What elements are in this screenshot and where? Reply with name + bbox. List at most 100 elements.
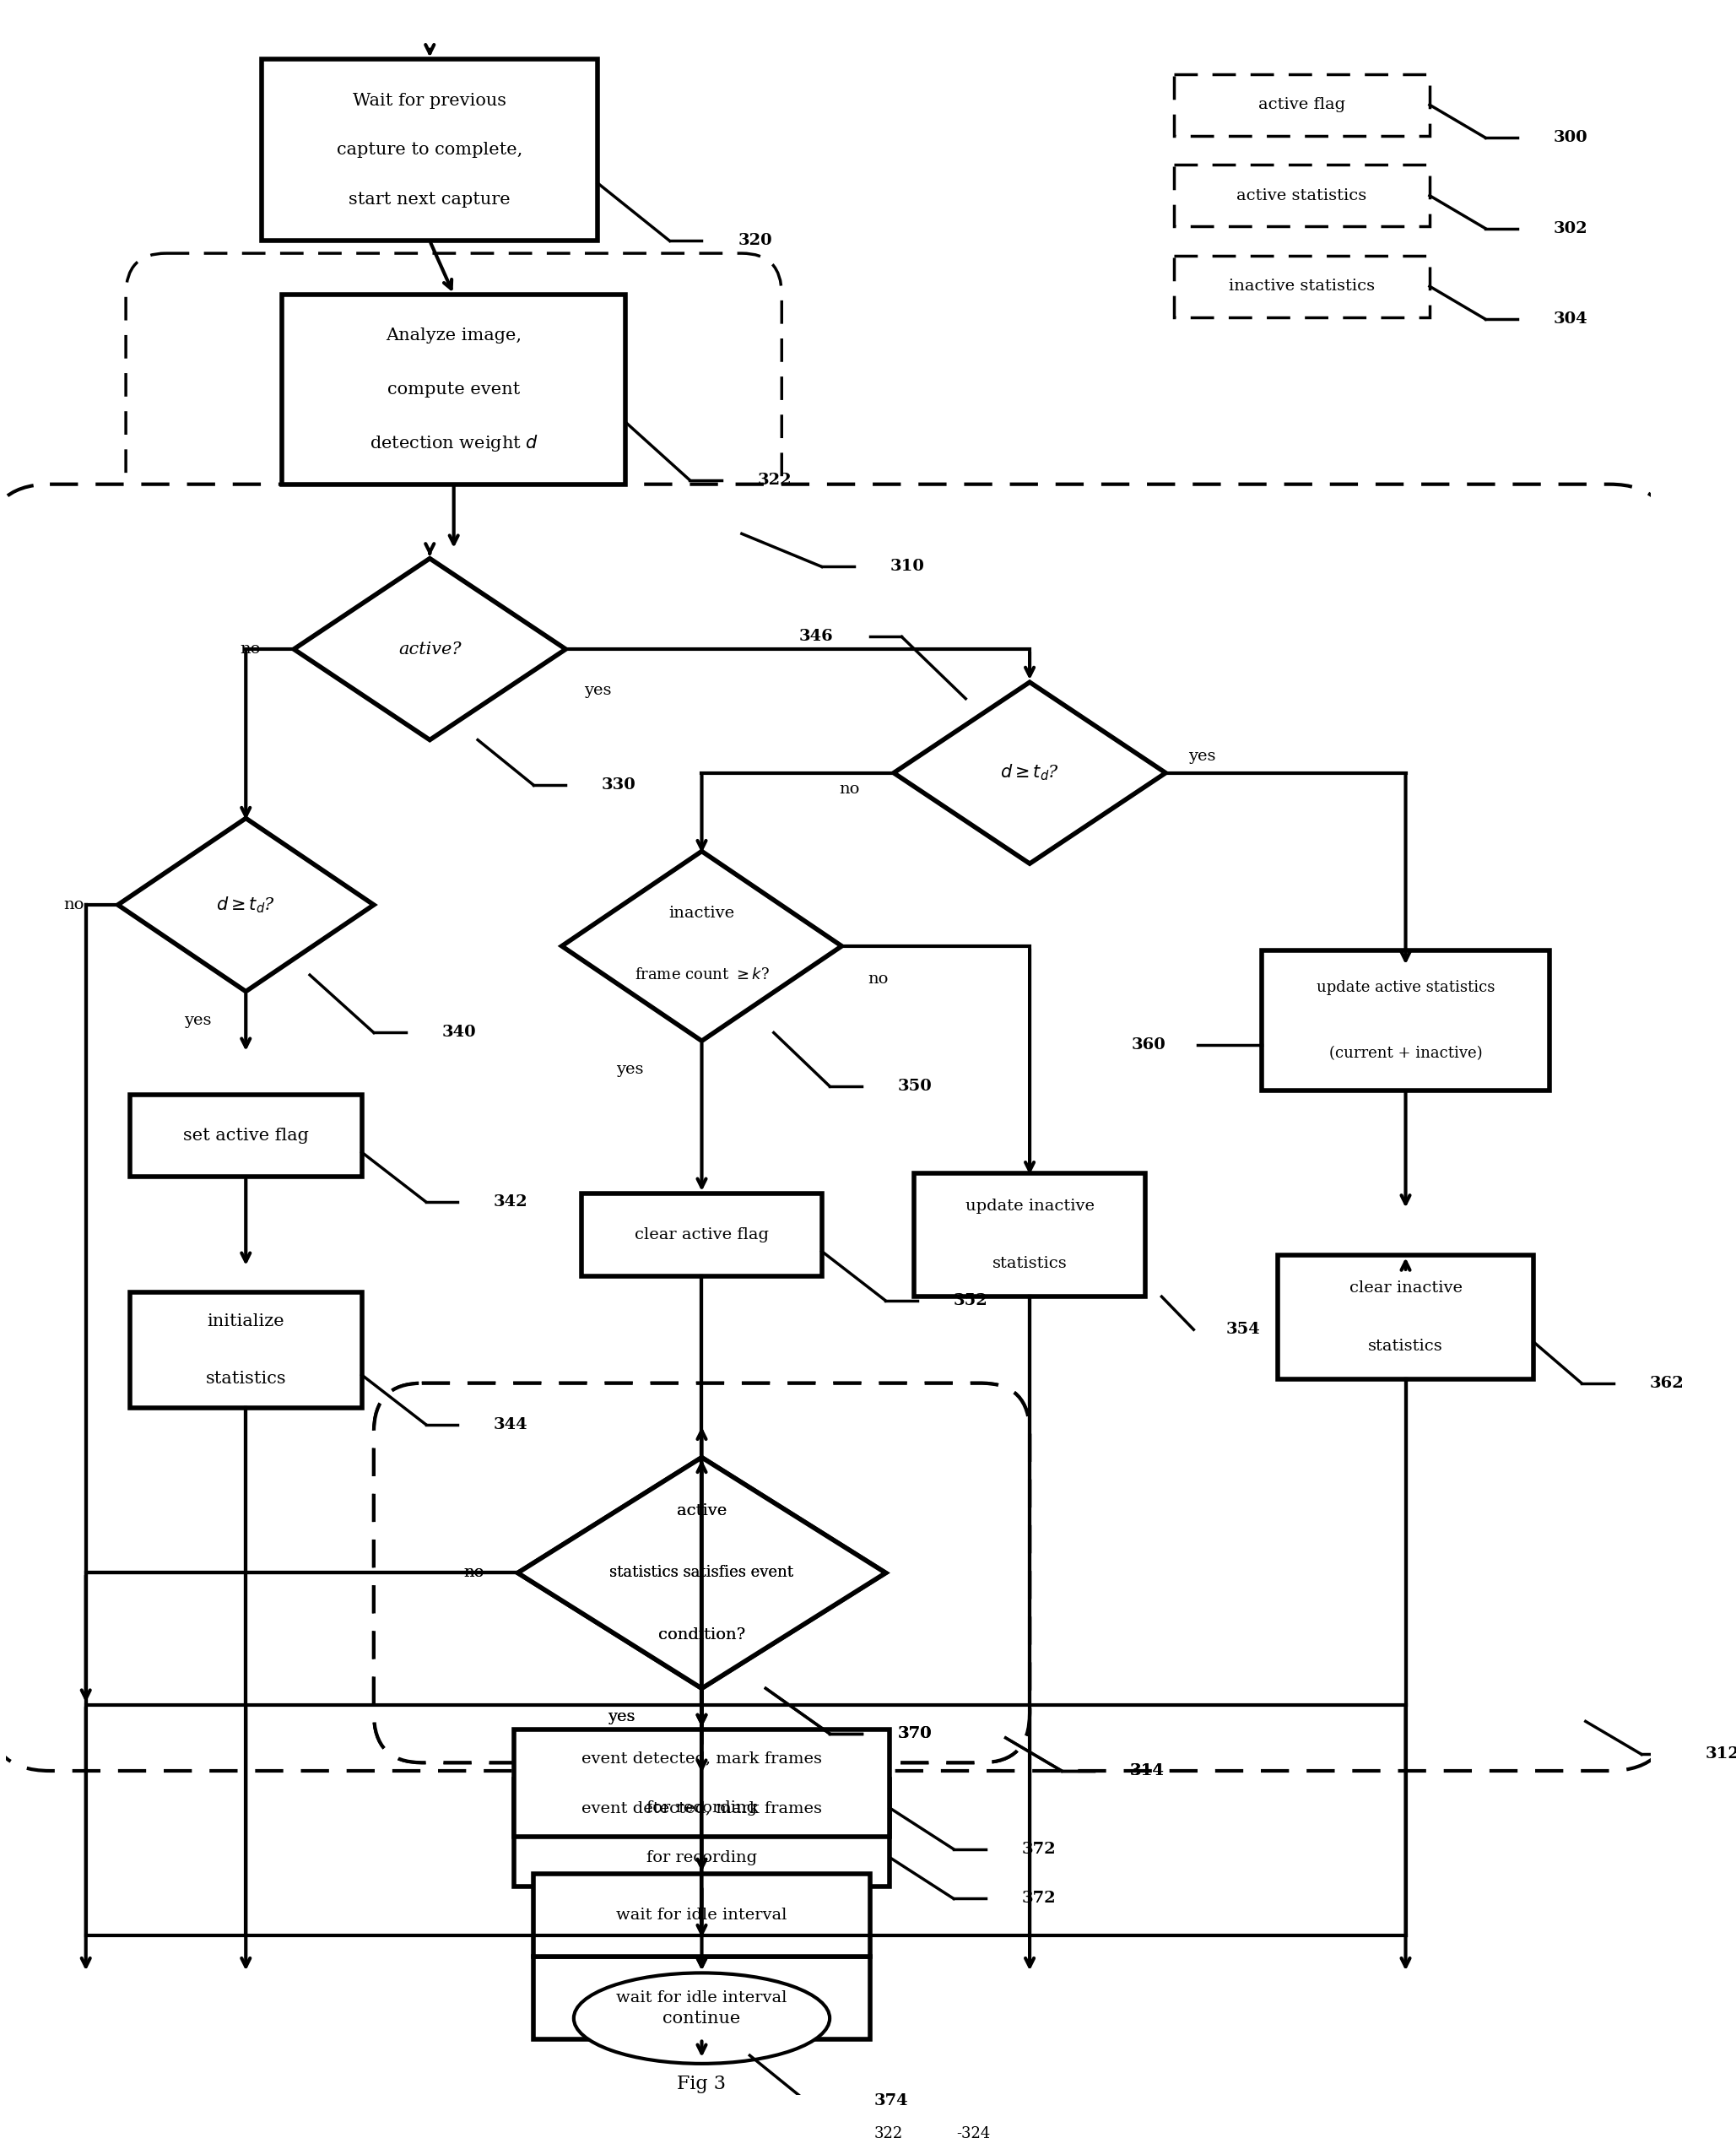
Text: wait for idle interval: wait for idle interval (616, 1907, 786, 1922)
Text: clear active flag: clear active flag (635, 1227, 769, 1242)
Text: no: no (64, 898, 83, 913)
FancyBboxPatch shape (913, 1174, 1146, 1296)
Text: frame count $\geq k$?: frame count $\geq k$? (634, 966, 769, 983)
Text: capture to complete,: capture to complete, (337, 141, 523, 158)
Text: yes: yes (184, 1013, 212, 1028)
Text: wait for idle interval: wait for idle interval (616, 1990, 786, 2005)
FancyBboxPatch shape (0, 483, 1674, 1770)
Text: yes: yes (608, 1710, 635, 1725)
Text: 330: 330 (602, 778, 635, 793)
FancyBboxPatch shape (582, 1193, 821, 1276)
Text: update active statistics: update active statistics (1316, 979, 1495, 994)
Text: active?: active? (398, 641, 462, 656)
Text: active: active (677, 1503, 727, 1518)
Text: no: no (240, 641, 260, 656)
Text: clear inactive: clear inactive (1349, 1281, 1462, 1296)
Text: -324: -324 (957, 2125, 990, 2138)
Text: 346: 346 (799, 629, 833, 644)
Text: 310: 310 (891, 560, 924, 575)
Polygon shape (517, 1458, 885, 1689)
Text: 314: 314 (1130, 1764, 1165, 1779)
FancyBboxPatch shape (1174, 254, 1430, 316)
FancyBboxPatch shape (1174, 165, 1430, 227)
Text: condition?: condition? (658, 1627, 745, 1642)
Text: 304: 304 (1554, 312, 1588, 327)
Text: 340: 340 (441, 1024, 476, 1041)
Text: for recording: for recording (646, 1849, 757, 1864)
Text: 322: 322 (873, 2125, 903, 2138)
Text: 302: 302 (1554, 220, 1588, 235)
FancyBboxPatch shape (514, 1779, 891, 1886)
Text: 370: 370 (898, 1725, 932, 1740)
Text: active statistics: active statistics (1236, 188, 1366, 203)
Polygon shape (562, 851, 842, 1041)
FancyBboxPatch shape (262, 60, 597, 242)
Text: 354: 354 (1226, 1321, 1260, 1336)
FancyBboxPatch shape (533, 1956, 870, 2040)
Text: yes: yes (1187, 748, 1215, 763)
FancyBboxPatch shape (533, 1873, 870, 1956)
Text: compute event: compute event (387, 381, 521, 398)
Text: yes: yes (583, 682, 611, 697)
Text: statistics: statistics (205, 1370, 286, 1388)
Text: (current + inactive): (current + inactive) (1330, 1045, 1483, 1060)
Text: Fig 3: Fig 3 (677, 2076, 726, 2093)
Text: event detected, mark frames: event detected, mark frames (582, 1800, 823, 1815)
Text: initialize: initialize (207, 1313, 285, 1330)
Text: 342: 342 (493, 1195, 528, 1210)
FancyBboxPatch shape (130, 1293, 361, 1409)
Text: inactive statistics: inactive statistics (1229, 278, 1375, 293)
Text: 352: 352 (953, 1293, 988, 1308)
Text: inactive: inactive (668, 907, 734, 921)
FancyBboxPatch shape (373, 1383, 1029, 1762)
Text: 320: 320 (738, 233, 773, 248)
Text: detection weight $d$: detection weight $d$ (370, 432, 538, 453)
FancyBboxPatch shape (373, 1383, 1029, 1762)
Text: for recording: for recording (646, 1800, 757, 1815)
Text: active: active (677, 1503, 727, 1518)
FancyBboxPatch shape (125, 252, 781, 549)
Text: statistics satisfies event: statistics satisfies event (609, 1565, 793, 1580)
Text: 314: 314 (1130, 1764, 1165, 1779)
Text: active flag: active flag (1259, 96, 1345, 113)
Text: 344: 344 (493, 1417, 528, 1432)
Text: condition?: condition? (658, 1627, 745, 1642)
Text: statistics: statistics (1368, 1338, 1443, 1353)
FancyBboxPatch shape (1278, 1255, 1533, 1379)
Text: continue: continue (663, 2010, 741, 2027)
Text: 374: 374 (873, 2093, 908, 2108)
Text: no: no (840, 783, 859, 797)
Text: 370: 370 (898, 1725, 932, 1740)
Text: start next capture: start next capture (349, 192, 510, 207)
Polygon shape (894, 682, 1165, 864)
Text: yes: yes (616, 1063, 644, 1078)
Text: $d \geq t_d$?: $d \geq t_d$? (1000, 763, 1059, 783)
Text: 350: 350 (898, 1080, 932, 1095)
FancyBboxPatch shape (1174, 75, 1430, 135)
Text: yes: yes (608, 1710, 635, 1725)
Text: Analyze image,: Analyze image, (385, 327, 523, 344)
Polygon shape (118, 819, 373, 992)
Text: 362: 362 (1649, 1375, 1684, 1392)
Text: $d \geq t_d$?: $d \geq t_d$? (217, 896, 276, 915)
Ellipse shape (575, 1973, 830, 2063)
Text: 312: 312 (1705, 1747, 1736, 1762)
Text: no: no (868, 971, 889, 986)
Text: 322: 322 (757, 472, 792, 487)
Text: event detected, mark frames: event detected, mark frames (582, 1751, 823, 1766)
FancyBboxPatch shape (130, 1095, 361, 1178)
Text: 360: 360 (1132, 1037, 1165, 1052)
Text: statistics satisfies event: statistics satisfies event (609, 1565, 793, 1580)
Polygon shape (293, 558, 566, 740)
Text: update inactive: update inactive (965, 1197, 1094, 1214)
Text: 300: 300 (1554, 130, 1588, 145)
Polygon shape (517, 1458, 885, 1689)
FancyBboxPatch shape (281, 295, 625, 483)
Text: Wait for previous: Wait for previous (352, 92, 507, 109)
Text: 372: 372 (1023, 1892, 1055, 1907)
FancyBboxPatch shape (1262, 949, 1550, 1090)
Text: set active flag: set active flag (182, 1127, 309, 1144)
Text: no: no (464, 1565, 484, 1580)
Text: 372: 372 (1023, 1841, 1055, 1856)
Text: statistics: statistics (993, 1255, 1068, 1272)
